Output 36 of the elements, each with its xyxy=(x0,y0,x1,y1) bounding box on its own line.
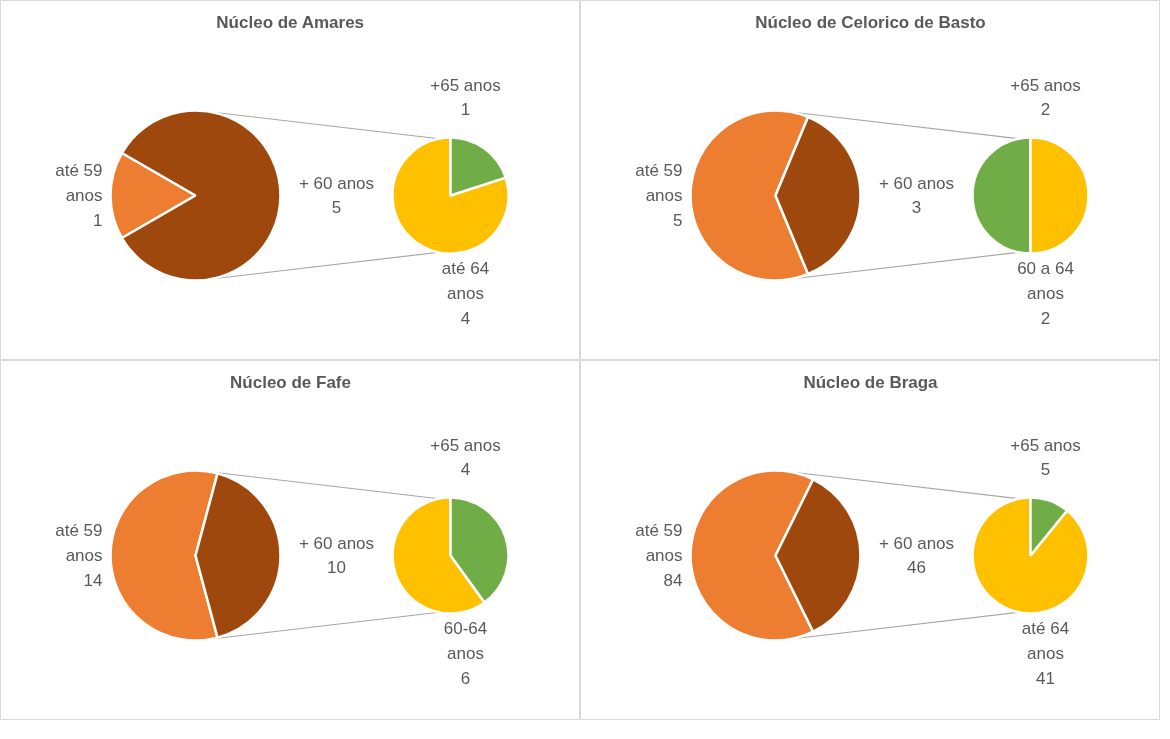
slice-label: + 60 anos xyxy=(878,173,955,193)
slice-label: +65 anos xyxy=(430,75,501,95)
data-label: 1 xyxy=(93,210,103,230)
data-label: 46 xyxy=(907,558,926,578)
data-label: 3 xyxy=(911,198,922,218)
slice-label: +65 anos xyxy=(1010,435,1081,455)
slice-label: + 60 anos xyxy=(298,533,375,553)
slice-label: até 59 anos xyxy=(55,521,103,565)
slice-label: + 60 anos xyxy=(878,533,955,553)
data-label: 84 xyxy=(663,570,683,590)
slice-label: até 64 anos xyxy=(441,259,490,303)
slice-label: +65 anos xyxy=(1010,75,1081,95)
data-label: 2 xyxy=(1040,308,1051,328)
data-label: 5 xyxy=(1040,460,1051,480)
slice-label: 60 a 64 anos xyxy=(1017,259,1074,303)
data-label: 41 xyxy=(1036,668,1055,688)
slice-label: até 59 anos xyxy=(635,521,683,565)
chart-title: Núcleo de Fafe xyxy=(230,373,351,392)
chart-title: Núcleo de Celorico de Basto xyxy=(755,13,986,32)
data-label: 2 xyxy=(1040,100,1051,120)
data-label: 5 xyxy=(331,198,342,218)
data-label: 4 xyxy=(460,308,471,328)
chart-title: Núcleo de Braga xyxy=(803,373,939,392)
data-label: 5 xyxy=(673,210,683,230)
data-label: 4 xyxy=(460,460,471,480)
slice-label: +65 anos xyxy=(430,435,501,455)
data-label: 1 xyxy=(460,100,471,120)
slice-label: até 59 anos xyxy=(635,161,683,205)
slice-label: até 59 anos xyxy=(55,161,103,205)
chart-title: Núcleo de Amares xyxy=(216,13,365,32)
data-label: 10 xyxy=(327,558,346,578)
data-label: 14 xyxy=(83,570,103,590)
data-label: 6 xyxy=(460,668,471,688)
slice-label: 60-64 anos xyxy=(443,619,488,663)
slice-label: até 64 anos xyxy=(1021,619,1070,663)
slice-label: + 60 anos xyxy=(298,173,375,193)
